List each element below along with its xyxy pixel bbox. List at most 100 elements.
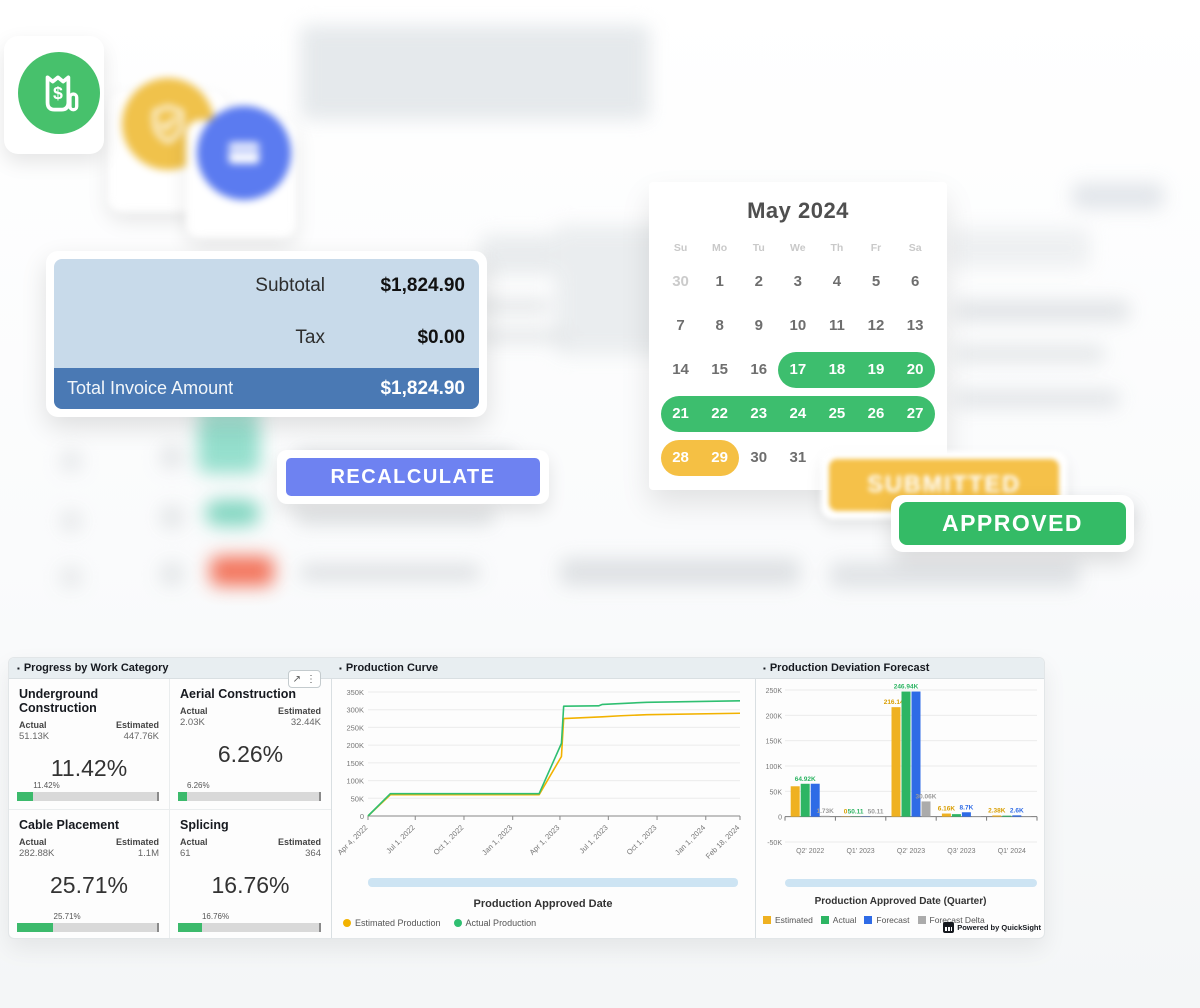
svg-text:64.92K: 64.92K: [795, 776, 816, 783]
calendar-day[interactable]: 9: [754, 317, 763, 334]
calendar: May 2024 Su Mo Tu We Th Fr Sa 30 1 2 3 4 5 6 7 8 9 10 11 1…: [649, 182, 947, 490]
svg-text:$: $: [53, 83, 63, 103]
kpi-tile[interactable]: Cable Placement Actual Estimated 282.88K 1.1…: [9, 809, 170, 938]
calendar-day[interactable]: 11: [828, 317, 845, 334]
svg-text:100K: 100K: [346, 777, 364, 786]
panel-progress-header: ▪ Progress by Work Category: [9, 658, 331, 679]
calendar-day[interactable]: 22: [700, 396, 740, 432]
invoice-receipt-icon: $: [18, 52, 100, 134]
legend-item[interactable]: Forecast: [864, 915, 910, 925]
estimated-value: 447.76K: [123, 731, 159, 742]
invoice-summary-card: Subtotal $1,824.90 Tax $0.00 Total Invoi…: [46, 251, 487, 417]
actual-label: Actual: [180, 706, 208, 716]
calendar-day[interactable]: 2: [754, 273, 763, 290]
svg-text:300K: 300K: [346, 706, 364, 715]
calendar-day[interactable]: 31: [789, 449, 807, 466]
actual-value: 2.03K: [180, 717, 205, 728]
curve-chart-scrollbar[interactable]: [368, 878, 738, 887]
calendar-day[interactable]: 24: [778, 396, 818, 432]
calendar-day[interactable]: 26: [856, 396, 896, 432]
estimated-label: Estimated: [115, 836, 159, 847]
widget-controls[interactable]: ↗ ⋮: [287, 670, 321, 688]
svg-text:150K: 150K: [346, 759, 364, 768]
production-curve-chart[interactable]: 350K 300K 250K 200K 150K 100K 50K 0 Apr 4, 2022 J…: [338, 682, 748, 872]
calendar-day[interactable]: 13: [906, 317, 924, 334]
legend-item[interactable]: Actual: [820, 915, 857, 925]
progress-bar: [178, 791, 321, 801]
kpi-percent: 11.42%: [50, 755, 128, 781]
legend-label: Actual: [832, 915, 857, 925]
legend-item[interactable]: Estimated: [763, 915, 813, 925]
calendar-day[interactable]: 10: [789, 317, 807, 334]
calendar-day[interactable]: 12: [867, 317, 885, 334]
calendar-day[interactable]: 21: [661, 396, 701, 432]
forecast-xaxis-label: Production Approved Date (Quarter): [814, 896, 987, 907]
calendar-day[interactable]: 27: [895, 396, 935, 432]
forecast-chart-scrollbar[interactable]: [785, 879, 1037, 887]
expand-icon[interactable]: ↗: [292, 673, 301, 685]
legend-label: Estimated: [775, 915, 813, 925]
calendar-day[interactable]: 8: [715, 317, 724, 334]
svg-text:Q2' 2023: Q2' 2023: [897, 848, 925, 855]
kpi-tile[interactable]: Underground Construction Actual Estimated 5…: [9, 679, 170, 810]
calendar-day[interactable]: 4: [832, 273, 842, 290]
svg-text:50K: 50K: [770, 789, 783, 796]
recalculate-button[interactable]: RECALCULATE: [286, 458, 540, 496]
svg-text:0: 0: [360, 812, 364, 821]
calendar-title: May 2024: [747, 198, 849, 223]
svg-text:150K: 150K: [766, 739, 783, 746]
calendar-day[interactable]: 19: [856, 352, 896, 388]
panel-production-curve: ▪ Production Curve 350K 300K 250K 200K 150K 1…: [331, 658, 756, 938]
approved-badge: APPROVED: [899, 502, 1126, 545]
calendar-day[interactable]: 30: [672, 273, 689, 290]
calendar-day[interactable]: 18: [817, 352, 857, 388]
invoice-icon-card: $: [4, 36, 104, 154]
progress-bar-label: 16.76%: [201, 912, 230, 921]
deviation-forecast-chart[interactable]: 250K 200K 150K 100K 50K 0 -50K Q2' 2022 Q1' 2023…: [759, 682, 1042, 874]
svg-text:Q2' 2022: Q2' 2022: [796, 848, 824, 855]
calendar-day[interactable]: 20: [895, 352, 935, 388]
calendar-day[interactable]: 28: [661, 440, 701, 476]
panel-forecast-title: Production Deviation Forecast: [769, 662, 930, 674]
actual-value: 61: [180, 847, 191, 859]
invoice-total-row: Total Invoice Amount $1,824.90: [54, 368, 479, 409]
panel-bullet-icon: ▪: [17, 663, 20, 673]
calendar-day[interactable]: 23: [739, 396, 779, 432]
legend-label: Estimated Production: [355, 918, 441, 928]
calendar-day[interactable]: 25: [817, 396, 857, 432]
svg-text:6.16K: 6.16K: [938, 806, 956, 813]
calendar-day[interactable]: 16: [750, 361, 768, 378]
kpi-tile[interactable]: Splicing Actual Estimated 61 364 16.76% 16.76%: [170, 810, 331, 939]
svg-text:2.38K: 2.38K: [988, 807, 1006, 814]
powered-by-text: Powered by QuickSight: [957, 923, 1041, 932]
calendar-weekday: Th: [830, 242, 844, 254]
calendar-day[interactable]: 3: [793, 273, 802, 290]
calendar-day[interactable]: 30: [750, 449, 768, 466]
calendar-day[interactable]: 1: [715, 273, 724, 290]
actual-label: Actual: [19, 720, 47, 730]
calendar-day[interactable]: 29: [700, 440, 740, 476]
legend-label: Forecast: [876, 915, 910, 925]
kpi-tile[interactable]: Aerial Construction Actual Estimated 2.03K 3…: [170, 679, 331, 810]
calendar-day[interactable]: 6: [910, 273, 920, 290]
powered-by-quicksight: Powered by QuickSight: [943, 922, 1041, 933]
calendar-day[interactable]: 7: [676, 317, 685, 334]
svg-text:246.94K: 246.94K: [894, 684, 919, 691]
svg-text:8.7K: 8.7K: [960, 804, 974, 811]
kpi-percent: 16.76%: [211, 871, 290, 898]
calendar-day[interactable]: 15: [711, 361, 728, 378]
legend-item[interactable]: Forecast Delta: [917, 915, 985, 925]
legend-item[interactable]: Estimated Production: [343, 918, 441, 928]
calendar-day[interactable]: 17: [778, 352, 818, 388]
kebab-menu-icon[interactable]: ⋮: [306, 673, 316, 685]
calendar-day[interactable]: 14: [672, 361, 689, 378]
calendar-day[interactable]: 5: [871, 273, 881, 290]
legend-swatch: [453, 919, 462, 927]
panel-bullet-icon: ▪: [763, 663, 766, 673]
svg-text:Jan 1, 2023: Jan 1, 2023: [480, 823, 514, 857]
svg-text:0: 0: [778, 815, 782, 822]
legend-item[interactable]: Actual Production: [453, 918, 536, 928]
forecast-legend: Estimated Actual Forecast Forecast Delta: [763, 915, 993, 925]
blurred-icons-group: [0, 0, 400, 300]
